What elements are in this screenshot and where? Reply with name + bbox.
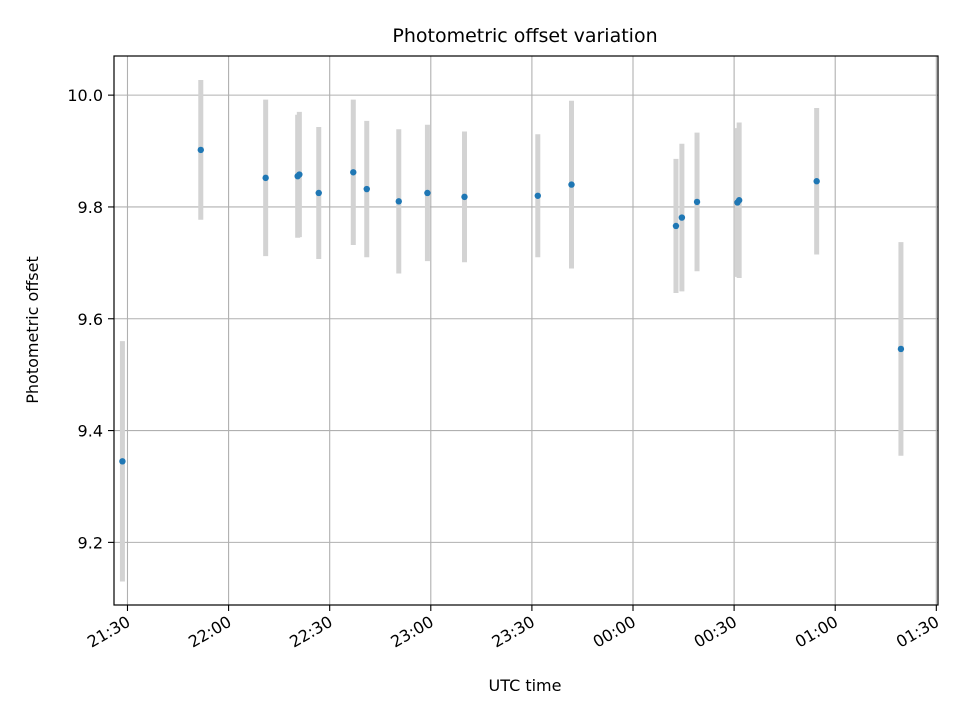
y-tick-label: 9.8 — [78, 198, 103, 217]
x-tick-label: 01:00 — [792, 612, 841, 652]
data-points — [119, 146, 905, 465]
data-point — [693, 198, 701, 206]
data-point — [119, 458, 126, 465]
data-point — [534, 192, 541, 199]
x-tick-label: 00:30 — [691, 612, 740, 652]
plot-frame — [113, 55, 939, 606]
error-bars — [119, 80, 904, 582]
data-point — [363, 185, 370, 193]
y-axis-ticks: 9.2 9.4 9.6 9.8 10.0 — [67, 86, 114, 552]
data-point — [568, 181, 575, 188]
chart-title: Photometric offset variation — [392, 25, 657, 47]
data-point — [672, 222, 680, 230]
data-point — [897, 345, 905, 353]
data-point — [678, 214, 686, 221]
data-point — [735, 197, 743, 204]
grid — [114, 56, 938, 605]
y-tick-label: 9.4 — [78, 422, 103, 441]
y-tick-label: 9.6 — [78, 310, 103, 329]
data-point — [296, 171, 303, 178]
y-tick-label: 9.2 — [78, 533, 103, 552]
x-tick-label: 22:30 — [286, 612, 335, 652]
x-tick-label: 21:30 — [84, 612, 133, 652]
data-point — [315, 189, 322, 197]
x-tick-label: 23:30 — [488, 612, 537, 652]
data-point — [461, 193, 468, 201]
data-point — [813, 178, 820, 185]
x-axis-ticks: 21:30 22:00 22:30 23:00 23:30 00:00 00:30 01:00… — [84, 605, 942, 652]
x-tick-label: 22:00 — [185, 612, 234, 652]
data-point — [197, 146, 204, 154]
x-tick-label: 01:30 — [893, 612, 942, 652]
data-point — [350, 169, 357, 176]
y-tick-label: 10.0 — [67, 86, 103, 105]
data-point — [424, 189, 431, 197]
x-tick-label: 00:00 — [590, 612, 639, 652]
x-axis-label: UTC time — [489, 676, 562, 695]
data-point — [395, 198, 402, 205]
y-axis-label: Photometric offset — [23, 256, 42, 404]
data-point — [262, 174, 269, 182]
x-tick-label: 23:00 — [387, 612, 436, 652]
